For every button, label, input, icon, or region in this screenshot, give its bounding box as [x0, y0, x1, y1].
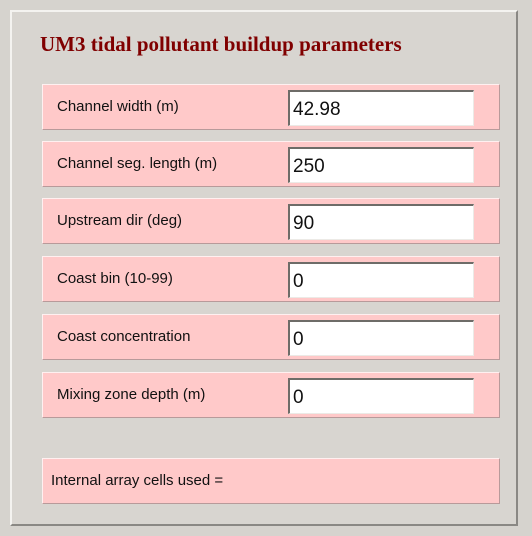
- field-row: Upstream dir (deg) 90: [42, 198, 500, 244]
- text-input[interactable]: 0: [288, 320, 474, 356]
- field-row: Coast concentration 0: [42, 314, 500, 360]
- field-row: Mixing zone depth (m) 0: [42, 372, 500, 418]
- panel-title: UM3 tidal pollutant buildup parameters: [40, 32, 402, 56]
- text-input[interactable]: 0: [288, 262, 474, 298]
- text-input[interactable]: 42.98: [288, 90, 474, 126]
- field-label: Mixing zone depth (m): [57, 386, 206, 403]
- text-input[interactable]: 250: [288, 147, 474, 183]
- field-row: Channel seg. length (m) 250: [42, 141, 500, 187]
- text-input[interactable]: 0: [288, 378, 474, 414]
- field-row: Coast bin (10-99) 0: [42, 256, 500, 302]
- field-label: Channel seg. length (m): [57, 155, 218, 172]
- panel: UM3 tidal pollutant buildup parameters C…: [10, 10, 518, 526]
- field-label: Channel width (m): [57, 98, 179, 115]
- footer-label: Internal array cells used =: [51, 472, 224, 489]
- text-input[interactable]: 90: [288, 204, 474, 240]
- field-label: Upstream dir (deg): [57, 212, 183, 229]
- field-label: Coast bin (10-99): [57, 270, 173, 287]
- footer-row: Internal array cells used =: [42, 458, 500, 504]
- field-row: Channel width (m) 42.98: [42, 84, 500, 130]
- field-label: Coast concentration: [57, 328, 191, 345]
